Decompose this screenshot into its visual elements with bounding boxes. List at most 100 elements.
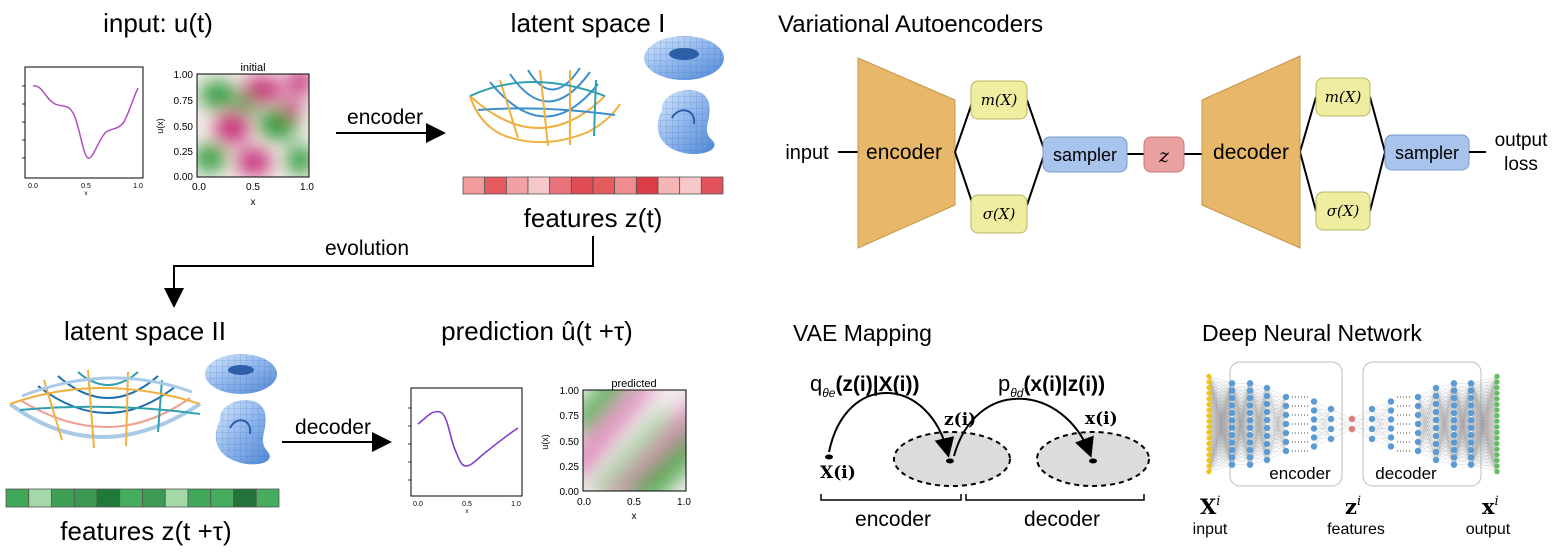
dnn-node <box>1263 456 1271 464</box>
hm1-xtick-2: 1.0 <box>300 182 314 193</box>
hm1-xtick-1: 0.5 <box>246 182 260 193</box>
dnn-node <box>1246 380 1254 387</box>
dnn-node <box>1432 416 1440 424</box>
dnn-node <box>1246 402 1254 409</box>
dnn-node <box>1310 416 1318 423</box>
dnn-node <box>1494 457 1500 463</box>
feature-cell <box>657 176 681 195</box>
dnn-input-label: input <box>1193 521 1228 538</box>
feature-cell <box>142 488 166 508</box>
dnn-node <box>1368 425 1376 433</box>
dnn-node <box>1327 415 1335 423</box>
vae-encoder-label: encoder <box>866 141 942 164</box>
hm2-ytick-4: 0.00 <box>560 487 580 498</box>
hm2-xtick-0: 0.0 <box>577 497 591 508</box>
features2-label: features z(t +τ) <box>60 516 231 546</box>
dnn-node <box>1310 425 1318 432</box>
vae-mean2-label: m(X) <box>1325 88 1362 106</box>
dnn-encoder-label: encoder <box>1269 464 1331 483</box>
dnn-node <box>1450 424 1458 431</box>
dnn-node <box>1228 424 1236 431</box>
dnn-node <box>1206 407 1212 413</box>
mapping-p-label: pθd(x(i)|z(i)) <box>998 371 1105 400</box>
feature-cell <box>233 488 257 508</box>
dnn-node <box>1310 407 1318 414</box>
dnn-node <box>1327 405 1335 413</box>
dnn-node <box>1348 415 1356 423</box>
dnn-node <box>1467 439 1475 446</box>
hm1-ytick-3: 0.25 <box>174 147 194 158</box>
latent2-title: latent space II <box>64 316 226 346</box>
dnn-node <box>1348 425 1356 433</box>
mapping-decoder-label: decoder <box>1024 508 1100 531</box>
dnn-nodes <box>1206 373 1500 475</box>
dnn-node <box>1263 448 1271 456</box>
dnn-node <box>1467 387 1475 394</box>
dnn-node <box>1263 416 1271 424</box>
feature-cell <box>5 488 30 508</box>
vae-sampler2-label: sampler <box>1395 143 1459 163</box>
dnn-node <box>1206 435 1212 441</box>
dnn-decoder-label: decoder <box>1375 464 1437 483</box>
feature-cell <box>505 176 529 195</box>
dnn-node <box>1282 438 1290 446</box>
dnn-node <box>1263 408 1271 416</box>
dnn-node <box>1494 418 1500 424</box>
hm2-xtick-1: 0.5 <box>627 497 641 508</box>
dnn-node <box>1246 394 1254 402</box>
dnn-node <box>1450 409 1458 417</box>
hm2-ylabel: u(x) <box>540 434 550 450</box>
dnn-node <box>1206 418 1212 424</box>
vae-mean2-box: m(X) <box>1315 77 1371 117</box>
hm2-xlabel: x <box>632 511 637 522</box>
dnn-node <box>1206 424 1212 430</box>
dnn-node <box>1494 413 1500 419</box>
svg-text:qθe(z(i)|X(i)): qθe(z(i)|X(i)) <box>810 371 919 400</box>
dnn-node <box>1282 447 1290 455</box>
dnn-node <box>1246 461 1254 468</box>
feature-bar-2 <box>5 488 280 508</box>
dnn-node <box>1228 380 1236 387</box>
dnn-node <box>1327 425 1335 433</box>
dnn-X-symbol: Xi <box>1200 494 1220 519</box>
latent1-manifold-mesh <box>469 67 621 147</box>
vae-mean-label: m(X) <box>981 91 1018 109</box>
dnn-node <box>1450 387 1458 394</box>
dnn-node <box>1494 424 1500 430</box>
feature-cell <box>679 176 702 195</box>
dnn-node <box>1282 429 1290 437</box>
dnn-node <box>1494 441 1500 447</box>
dnn-node <box>1494 385 1500 391</box>
feature-cell <box>255 488 280 508</box>
dnn-node <box>1467 417 1475 424</box>
plot2-xtick-2: 1.0 <box>511 501 521 508</box>
dnn-node <box>1263 432 1271 440</box>
latent2-manifold-mesh <box>8 369 202 449</box>
dnn-node <box>1246 446 1254 454</box>
dnn-node <box>1467 431 1475 439</box>
latent1-klein-bottle <box>657 89 715 155</box>
feature-cell <box>570 176 594 195</box>
predicted-line-plot: 0.0 0.5 1.0 x <box>408 387 523 515</box>
hm2-ytick-2: 0.50 <box>560 437 580 448</box>
feature-cell <box>187 488 212 508</box>
dnn-node <box>1450 446 1458 454</box>
dnn-node <box>1206 373 1212 379</box>
dnn-node <box>1467 424 1475 431</box>
vae-sigma-box: σ(X) <box>970 194 1028 234</box>
dnn-node <box>1432 408 1440 416</box>
feature-cell <box>210 488 234 508</box>
dnn-node <box>1228 454 1236 461</box>
dnn-node <box>1282 393 1290 401</box>
dnn-node <box>1494 396 1500 402</box>
dnn-node <box>1450 461 1458 468</box>
feature-cell <box>462 176 486 195</box>
dnn-node <box>1432 424 1440 432</box>
dnn-node <box>1246 439 1254 446</box>
dnn-node <box>1206 379 1212 385</box>
hm1-ylabel: u(x) <box>155 118 165 134</box>
dnn-node <box>1310 434 1318 441</box>
feature-cell <box>28 488 52 508</box>
feature-cell <box>527 176 551 195</box>
dnn-node <box>1263 384 1271 392</box>
